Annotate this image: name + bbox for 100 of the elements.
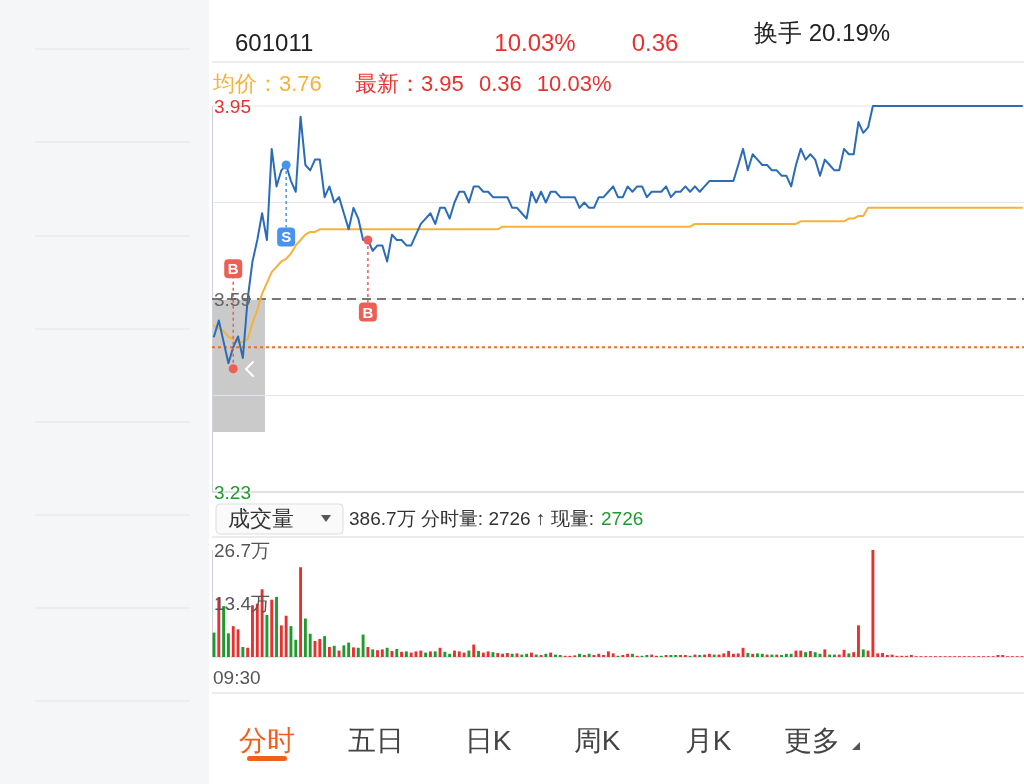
y-tick-label: 26.7万 bbox=[214, 539, 270, 561]
bar bbox=[323, 636, 327, 657]
bar bbox=[477, 650, 480, 657]
bar bbox=[501, 653, 505, 657]
bar bbox=[284, 615, 288, 657]
bar bbox=[467, 650, 471, 657]
bar bbox=[808, 650, 812, 657]
text: 五日 bbox=[348, 724, 404, 756]
bar bbox=[756, 653, 759, 657]
bar bbox=[597, 653, 601, 657]
bar bbox=[342, 645, 346, 657]
bar bbox=[246, 647, 250, 657]
bar bbox=[395, 648, 399, 657]
y-tick-label: 3.23 bbox=[214, 481, 251, 503]
bar bbox=[525, 653, 529, 657]
bar bbox=[813, 652, 817, 657]
text: 386.7万 分时量: 2726 ↑ 现量: bbox=[349, 507, 594, 529]
line-series bbox=[213, 206, 1023, 343]
bar bbox=[784, 653, 788, 657]
text: 601011 bbox=[235, 28, 314, 56]
bar bbox=[549, 652, 553, 657]
bar bbox=[404, 651, 408, 657]
bar bbox=[611, 653, 615, 657]
bar bbox=[486, 651, 490, 657]
bar bbox=[871, 550, 875, 657]
bar bbox=[529, 652, 533, 657]
bar bbox=[847, 653, 851, 657]
bar bbox=[453, 650, 456, 657]
text: 09:30 bbox=[213, 666, 261, 688]
text: B bbox=[227, 260, 239, 278]
bar bbox=[544, 653, 548, 657]
bar bbox=[481, 652, 485, 657]
bar bbox=[356, 647, 360, 657]
bar bbox=[861, 649, 865, 657]
bar bbox=[881, 652, 884, 657]
bar bbox=[428, 651, 432, 657]
text: 分时 bbox=[239, 724, 295, 756]
text: 0.36 bbox=[631, 28, 679, 56]
bar bbox=[876, 653, 880, 657]
bar bbox=[352, 647, 355, 657]
bar bbox=[457, 651, 461, 657]
bar bbox=[371, 649, 375, 657]
bar bbox=[626, 653, 630, 657]
bar bbox=[332, 645, 336, 657]
text: 最新：3.95 0.36 10.03% bbox=[355, 70, 612, 96]
bar bbox=[226, 633, 230, 657]
text: 更多 bbox=[784, 724, 840, 756]
text: 换手 20.19% bbox=[754, 18, 891, 46]
bar bbox=[606, 651, 610, 657]
bar bbox=[799, 650, 803, 657]
bar bbox=[751, 653, 755, 657]
bar bbox=[578, 653, 581, 657]
text: 10.03% bbox=[494, 28, 576, 56]
bar bbox=[722, 653, 726, 657]
text: 周K bbox=[573, 724, 621, 756]
bar bbox=[385, 647, 389, 657]
bar bbox=[380, 649, 384, 657]
bar bbox=[376, 650, 379, 657]
bar bbox=[443, 651, 447, 657]
bar bbox=[736, 653, 740, 657]
bar bbox=[462, 652, 466, 657]
bar bbox=[327, 646, 331, 657]
bar bbox=[496, 652, 500, 657]
bar bbox=[746, 652, 750, 657]
bar bbox=[505, 652, 509, 657]
bar bbox=[448, 653, 452, 657]
text: 成交量 bbox=[228, 505, 294, 531]
point bbox=[228, 364, 238, 374]
bar bbox=[361, 634, 365, 657]
text: 均价：3.76 bbox=[212, 70, 322, 96]
bar bbox=[510, 653, 514, 657]
bar bbox=[433, 651, 437, 657]
bar bbox=[299, 567, 303, 657]
bar bbox=[347, 642, 351, 657]
bar bbox=[804, 652, 808, 657]
text: 2726 bbox=[601, 507, 644, 529]
bar bbox=[727, 650, 731, 657]
text: 月K bbox=[684, 724, 732, 756]
text: S bbox=[281, 228, 292, 246]
text: B bbox=[362, 303, 374, 321]
bar bbox=[275, 596, 278, 657]
bar bbox=[852, 652, 856, 657]
bar bbox=[270, 599, 274, 657]
bar bbox=[279, 625, 283, 657]
bar bbox=[303, 618, 307, 657]
bar bbox=[823, 649, 827, 657]
bar bbox=[400, 651, 404, 657]
bar bbox=[241, 646, 245, 657]
bar bbox=[731, 653, 735, 657]
bar bbox=[424, 652, 428, 657]
bar bbox=[409, 652, 413, 657]
bar bbox=[707, 653, 711, 657]
bar bbox=[472, 644, 476, 657]
bar bbox=[308, 633, 312, 657]
point bbox=[281, 160, 291, 170]
text: 日K bbox=[464, 724, 512, 756]
bar bbox=[294, 639, 298, 657]
bar bbox=[419, 650, 423, 657]
bar bbox=[366, 646, 370, 657]
bar bbox=[265, 614, 269, 657]
